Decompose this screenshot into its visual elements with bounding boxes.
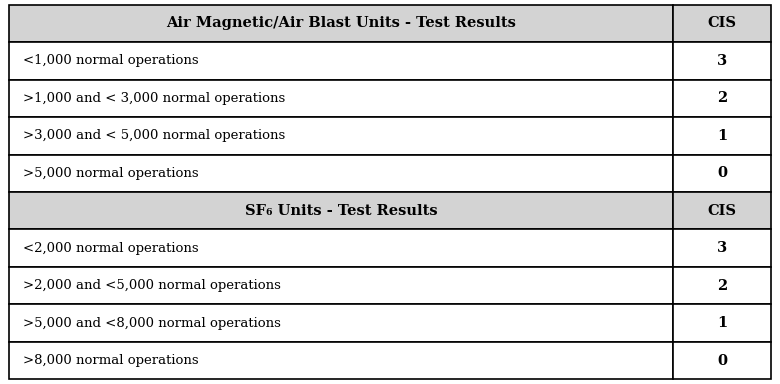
Bar — [673, 267, 771, 305]
Text: 3: 3 — [717, 241, 727, 255]
Text: CIS: CIS — [707, 17, 736, 30]
Text: <1,000 normal operations: <1,000 normal operations — [23, 54, 199, 67]
Text: >1,000 and < 3,000 normal operations: >1,000 and < 3,000 normal operations — [23, 92, 285, 105]
Bar — [9, 305, 673, 342]
Text: <2,000 normal operations: <2,000 normal operations — [23, 242, 199, 255]
Bar — [9, 117, 673, 154]
Text: 3: 3 — [717, 54, 727, 68]
Text: 1: 1 — [717, 129, 727, 143]
Text: Air Magnetic/Air Blast Units - Test Results: Air Magnetic/Air Blast Units - Test Resu… — [166, 17, 516, 30]
Bar — [673, 5, 771, 42]
Bar — [673, 230, 771, 267]
Bar — [9, 154, 673, 192]
Text: >2,000 and <5,000 normal operations: >2,000 and <5,000 normal operations — [23, 279, 282, 292]
Bar — [9, 79, 673, 117]
Bar — [9, 192, 673, 230]
Bar — [673, 342, 771, 379]
Text: >5,000 and <8,000 normal operations: >5,000 and <8,000 normal operations — [23, 317, 282, 330]
Bar — [9, 342, 673, 379]
Text: SF₆ Units - Test Results: SF₆ Units - Test Results — [245, 204, 438, 218]
Text: 0: 0 — [717, 166, 727, 180]
Bar — [673, 79, 771, 117]
Text: >8,000 normal operations: >8,000 normal operations — [23, 354, 199, 367]
Text: CIS: CIS — [707, 204, 736, 218]
Bar — [673, 305, 771, 342]
Bar — [9, 267, 673, 305]
Text: 2: 2 — [717, 279, 727, 293]
Text: >3,000 and < 5,000 normal operations: >3,000 and < 5,000 normal operations — [23, 129, 285, 142]
Bar — [9, 5, 673, 42]
Text: >5,000 normal operations: >5,000 normal operations — [23, 167, 199, 180]
Bar — [9, 230, 673, 267]
Bar — [673, 117, 771, 154]
Text: 2: 2 — [717, 91, 727, 105]
Text: 0: 0 — [717, 354, 727, 367]
Bar — [9, 42, 673, 79]
Bar — [673, 192, 771, 230]
Text: 1: 1 — [717, 316, 727, 330]
Bar — [673, 154, 771, 192]
Bar — [673, 42, 771, 79]
